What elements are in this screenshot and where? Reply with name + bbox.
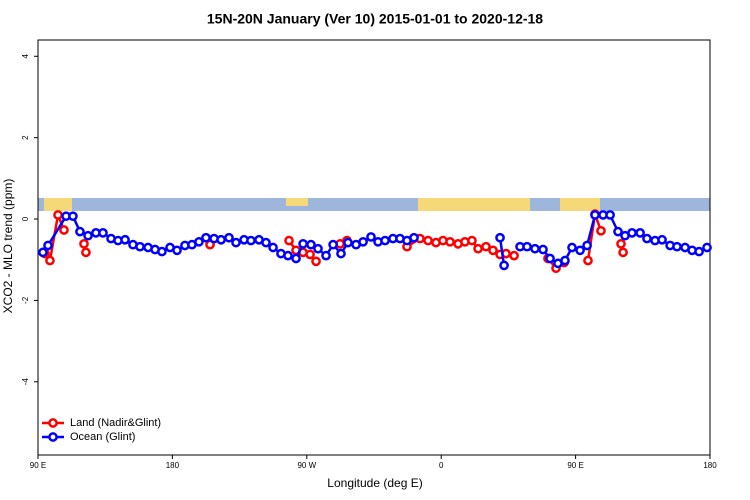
data-point <box>157 246 167 257</box>
data-point <box>172 245 182 256</box>
x-tick-label: 180 <box>166 461 180 470</box>
data-point <box>284 235 294 246</box>
data-point <box>575 245 585 256</box>
data-point <box>488 245 498 256</box>
data-point <box>79 238 89 249</box>
data-point <box>560 255 570 266</box>
y-tick-label: -4 <box>21 378 30 386</box>
data-point <box>467 235 477 246</box>
x-tick-label: 180 <box>703 461 717 470</box>
data-point <box>298 238 308 249</box>
x-tick-label: 0 <box>439 461 444 470</box>
data-point <box>358 236 368 247</box>
data-point <box>583 255 593 266</box>
data-point <box>231 237 241 248</box>
data-point <box>311 256 321 267</box>
data-point <box>445 236 455 247</box>
data-point <box>261 237 271 248</box>
data-point <box>702 242 712 253</box>
data-point <box>509 250 519 261</box>
data-point <box>672 241 682 252</box>
y-tick-label: 2 <box>21 135 30 140</box>
data-point <box>380 235 390 246</box>
x-tick-label: 90 E <box>567 461 583 470</box>
data-point <box>59 225 69 235</box>
data-point <box>538 244 548 255</box>
data-point <box>283 250 293 261</box>
data-point <box>567 242 577 253</box>
data-point <box>582 240 592 251</box>
data-point <box>224 232 234 243</box>
data-point <box>618 247 628 258</box>
data-point <box>194 236 204 247</box>
legend-label: Land (Nadir&Glint) <box>70 417 161 429</box>
data-point <box>642 233 652 244</box>
legend-label: Ocean (Glint) <box>70 431 135 443</box>
data-point <box>305 249 315 260</box>
legend-marker <box>48 432 58 442</box>
data-point <box>291 253 301 264</box>
y-axis-label: XCO2 - MLO trend (ppm) <box>1 179 15 314</box>
data-point <box>135 241 145 252</box>
x-axis-label: Longitude (deg E) <box>327 476 422 490</box>
data-point <box>75 226 85 237</box>
data-point <box>522 241 532 252</box>
data-point <box>657 234 667 245</box>
y-tick-label: 4 <box>21 54 30 59</box>
data-point <box>545 253 555 264</box>
data-point <box>306 239 316 250</box>
data-point <box>38 247 48 258</box>
data-point <box>336 248 346 259</box>
data-point <box>423 235 433 246</box>
data-point <box>694 246 704 257</box>
x-tick-label: 90 E <box>30 461 46 470</box>
data-point <box>328 239 338 250</box>
data-point <box>616 238 626 249</box>
data-point <box>81 247 91 258</box>
legend-marker <box>48 418 58 428</box>
data-point <box>627 228 637 238</box>
data-point <box>613 226 623 237</box>
data-point <box>409 232 419 243</box>
data-point <box>499 260 509 271</box>
data-point <box>53 210 63 220</box>
chart-title: 15N-20N January (Ver 10) 2015-01-01 to 2… <box>207 11 543 27</box>
data-point <box>98 228 108 238</box>
data-point <box>321 250 331 261</box>
data-point <box>596 225 606 236</box>
data-point <box>45 255 55 266</box>
data-point <box>120 234 130 245</box>
data-point <box>83 230 93 241</box>
data-point <box>635 228 645 238</box>
data-point <box>605 210 615 220</box>
land-mask-strip <box>38 198 710 211</box>
data-point <box>473 243 483 254</box>
data-point <box>268 242 278 253</box>
data-point <box>366 232 376 242</box>
data-point <box>216 234 226 245</box>
x-tick-label: 90 W <box>297 461 316 470</box>
data-point <box>313 243 323 254</box>
data-point <box>246 235 256 246</box>
data-point <box>530 243 540 254</box>
y-tick-label: -2 <box>21 296 30 304</box>
data-point <box>68 211 78 222</box>
data-point <box>590 210 600 220</box>
data-point <box>201 232 211 243</box>
y-tick-label: 0 <box>21 216 30 221</box>
data-point <box>43 240 53 251</box>
data-point <box>495 232 505 243</box>
data-point <box>481 241 491 252</box>
data-point <box>343 237 353 248</box>
